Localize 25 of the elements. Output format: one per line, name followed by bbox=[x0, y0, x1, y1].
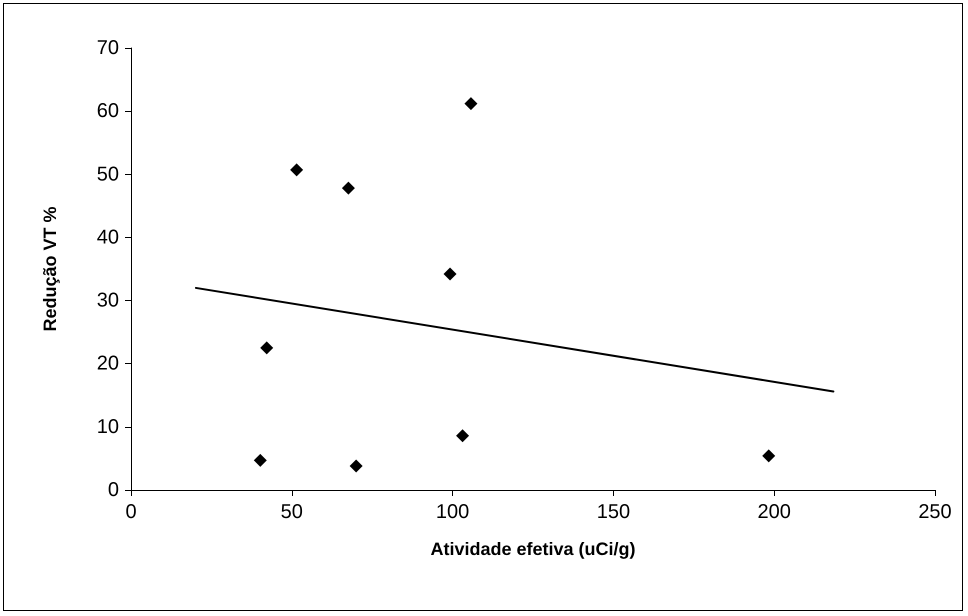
y-tick-label: 0 bbox=[108, 479, 119, 501]
y-tick-label: 50 bbox=[96, 163, 119, 186]
point bbox=[260, 341, 274, 354]
point bbox=[444, 268, 457, 281]
y-tick-label: 40 bbox=[96, 226, 119, 248]
point bbox=[456, 429, 470, 442]
x-tick-label: 200 bbox=[758, 501, 791, 523]
y-tick-label: 70 bbox=[96, 37, 119, 59]
x-axis-title: Atividade efetiva (uCi/g) bbox=[430, 539, 636, 559]
point bbox=[350, 460, 363, 473]
x-tick-label: 50 bbox=[280, 501, 303, 523]
y-axis-title: Redução VT % bbox=[40, 206, 60, 332]
point bbox=[254, 454, 267, 467]
y-tick-label: 30 bbox=[96, 290, 119, 312]
point bbox=[290, 163, 304, 176]
x-tick-label: 0 bbox=[125, 501, 137, 523]
x-tick-label: 250 bbox=[918, 501, 952, 523]
y-tick-label: 10 bbox=[96, 416, 119, 438]
point bbox=[342, 182, 355, 195]
point bbox=[464, 97, 478, 110]
point bbox=[762, 449, 776, 462]
x-tick-label: 100 bbox=[436, 501, 470, 523]
y-tick-label: 60 bbox=[96, 100, 119, 122]
y-tick-label: 20 bbox=[96, 352, 119, 375]
x-tick-label: 150 bbox=[596, 501, 630, 523]
